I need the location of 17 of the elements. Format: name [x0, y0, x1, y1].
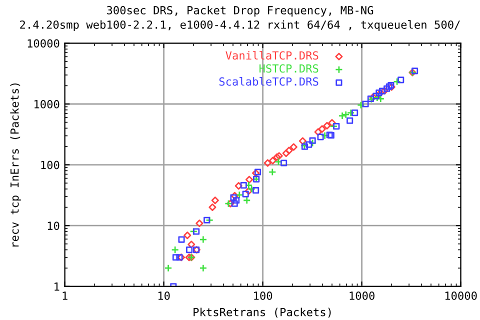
legend-label: HSTCP.DRS	[259, 64, 318, 73]
legend-label: VanillaTCP.DRS	[226, 50, 318, 60]
y-tick-label: 10000	[28, 39, 60, 48]
y-tick-label: 1000	[34, 100, 60, 108]
y-tick-label: 100	[41, 160, 60, 170]
y-axis-title: recv tcp InErrs (Packets)	[10, 83, 21, 246]
y-tick-label: 1	[54, 282, 60, 291]
x-tick-label: 10000	[445, 292, 477, 300]
x-tick-label: 10	[158, 292, 170, 300]
chart-title: 300sec DRS, Packet Drop Frequency, MB-NG	[106, 6, 374, 17]
x-tick-label: 1	[62, 292, 68, 300]
chart-subtitle: 2.4.20smp web100-2.2.1, e1000-4.4.12 rxint 64/64 , txqueuelen 500/	[20, 20, 460, 32]
legend-label: ScalableTCP.DRS	[219, 77, 318, 86]
y-tick-label: 10	[48, 222, 60, 230]
x-tick-label: 100	[254, 292, 272, 300]
x-tick-label: 1000	[350, 292, 374, 300]
x-axis-title: PktsRetrans (Packets)	[194, 308, 331, 318]
